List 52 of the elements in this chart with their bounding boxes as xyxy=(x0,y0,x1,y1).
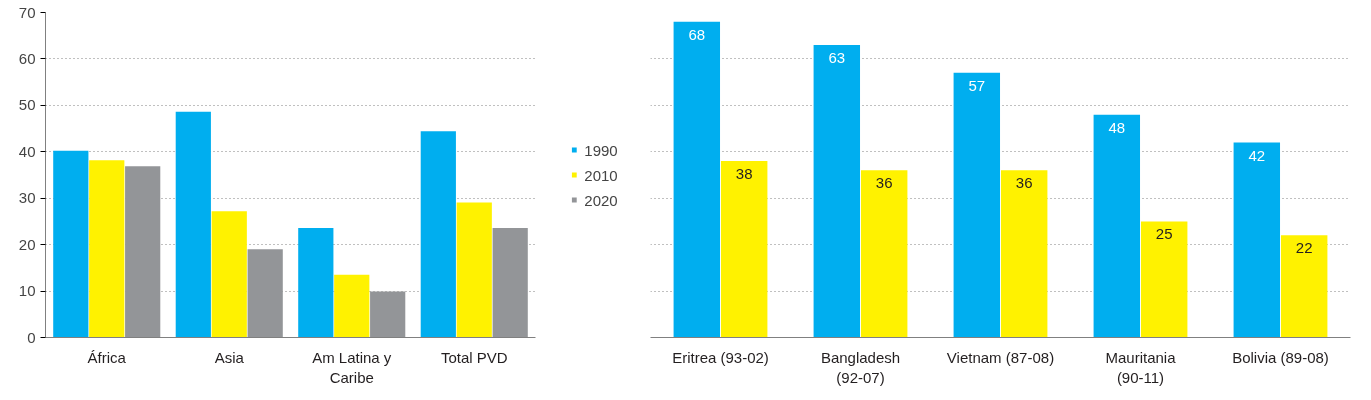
data-label: 63 xyxy=(828,49,846,66)
y-tick-label: 10 xyxy=(18,282,36,300)
x-tick-label: Bolivia (89-08) xyxy=(1232,348,1329,366)
bar xyxy=(860,170,908,338)
data-label: 42 xyxy=(1248,146,1266,164)
y-tick-label: 30 xyxy=(18,189,36,207)
bar xyxy=(673,21,721,338)
bar xyxy=(720,161,768,338)
x-tick-label: Vietnam (87-08) xyxy=(946,348,1055,366)
legend-label: 2020 xyxy=(584,191,618,208)
y-tick-label: 50 xyxy=(18,96,36,114)
data-label: 36 xyxy=(1015,174,1033,192)
bar xyxy=(1280,235,1328,338)
bar xyxy=(175,111,211,338)
bar xyxy=(334,274,370,338)
bar xyxy=(420,131,456,338)
legend-label: 2010 xyxy=(584,166,618,183)
x-tick-label: África xyxy=(87,348,127,366)
bar xyxy=(813,45,861,338)
y-tick-label: 20 xyxy=(18,235,36,253)
y-tick-label: 40 xyxy=(18,142,36,160)
bar xyxy=(125,166,161,338)
bar xyxy=(370,291,406,338)
y-tick-label: 60 xyxy=(18,49,36,67)
bar xyxy=(89,160,125,338)
y-tick-label: 70 xyxy=(18,3,36,21)
bar xyxy=(298,227,334,338)
x-tick-label: Am Latina y Caribe xyxy=(312,348,392,386)
x-tick-label: Total PVD xyxy=(440,348,508,366)
data-label: 36 xyxy=(875,174,893,192)
bar xyxy=(1140,221,1188,338)
bar xyxy=(456,202,492,338)
x-tick-label: Eritrea (93-02) xyxy=(672,348,769,366)
legend-label: 1990 xyxy=(584,141,618,158)
bar xyxy=(492,227,528,338)
data-label: 48 xyxy=(1108,118,1126,136)
bar xyxy=(53,150,89,338)
data-label: 25 xyxy=(1155,225,1173,243)
data-label: 38 xyxy=(735,165,753,183)
x-tick-label: Mauritania (90-11) xyxy=(1105,348,1177,386)
y-tick-label: 0 xyxy=(27,328,36,346)
x-tick-label: Bangladesh (92-07) xyxy=(820,348,901,386)
data-label: 68 xyxy=(688,25,706,43)
bar xyxy=(1233,142,1281,338)
data-label: 57 xyxy=(968,76,986,94)
bar xyxy=(211,211,247,338)
x-tick-label: Asia xyxy=(214,348,245,366)
data-label: 22 xyxy=(1295,239,1313,257)
bar xyxy=(953,72,1001,338)
bar xyxy=(1000,170,1048,338)
bar xyxy=(247,249,283,338)
bar xyxy=(1093,114,1141,338)
